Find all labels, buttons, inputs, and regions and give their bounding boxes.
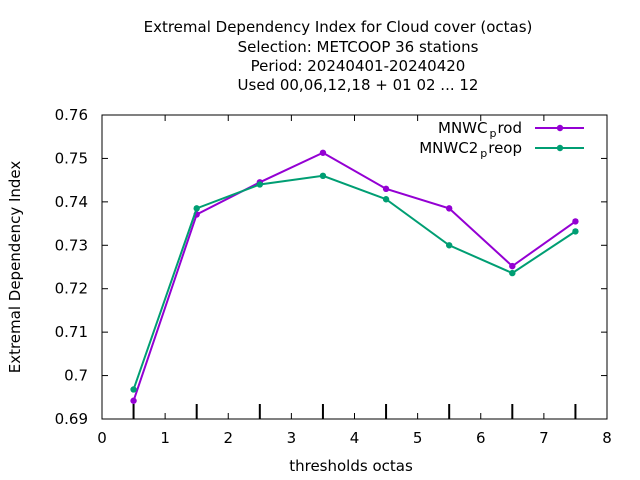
y-axis-label: Extremal Dependency Index bbox=[6, 161, 24, 374]
x-tick-label: 7 bbox=[539, 429, 549, 447]
legend-label-sub: p bbox=[480, 147, 487, 160]
legend-label-sub: p bbox=[489, 127, 496, 140]
x-tick-label: 0 bbox=[97, 429, 107, 447]
series-layer bbox=[130, 149, 579, 404]
data-point bbox=[509, 269, 516, 277]
data-point bbox=[382, 185, 390, 193]
y-tick-label: 0.73 bbox=[55, 236, 88, 254]
chart-title: Extremal Dependency Index for Cloud cove… bbox=[144, 18, 533, 94]
series-line-1 bbox=[132, 174, 576, 390]
data-point bbox=[445, 242, 453, 249]
data-point bbox=[130, 397, 137, 404]
title-line-4: Used 00,06,12,18 + 01 02 ... 12 bbox=[238, 76, 479, 94]
y-tick-label: 0.7 bbox=[64, 367, 88, 385]
y-tick-label: 0.71 bbox=[55, 323, 88, 341]
legend-label-tail: reop bbox=[488, 139, 522, 157]
data-point bbox=[319, 149, 327, 156]
y-axis: 0.69 0.7 0.71 0.72 0.73 0.74 0.75 0.76 bbox=[55, 106, 607, 428]
title-line-3: Period: 20240401-20240420 bbox=[251, 57, 466, 75]
title-line-1: Extremal Dependency Index for Cloud cove… bbox=[144, 18, 533, 36]
x-tick-label: 6 bbox=[476, 429, 486, 447]
legend-label-tail: rod bbox=[497, 119, 522, 137]
x-tick-label: 1 bbox=[160, 429, 170, 447]
legend-label-main: MNWC bbox=[438, 119, 487, 137]
y-tick-label: 0.75 bbox=[55, 149, 88, 167]
threshold-marks bbox=[132, 404, 577, 419]
legend-label-main: MNWC2 bbox=[419, 139, 478, 157]
data-point bbox=[572, 218, 579, 225]
data-point bbox=[256, 181, 264, 188]
data-point bbox=[572, 228, 579, 235]
data-point bbox=[193, 205, 200, 212]
x-axis-label: thresholds octas bbox=[289, 457, 413, 475]
y-tick-label: 0.76 bbox=[55, 106, 88, 124]
legend-marker-0 bbox=[556, 124, 564, 132]
x-tick-label: 3 bbox=[287, 429, 297, 447]
plot-frame bbox=[101, 114, 608, 420]
data-point bbox=[382, 196, 390, 203]
x-tick-label: 5 bbox=[413, 429, 423, 447]
y-tick-label: 0.69 bbox=[55, 410, 88, 428]
title-line-2: Selection: METCOOP 36 stations bbox=[238, 38, 479, 56]
x-tick-label: 4 bbox=[350, 429, 360, 447]
data-point bbox=[319, 172, 327, 179]
y-tick-label: 0.74 bbox=[55, 193, 88, 211]
data-point bbox=[445, 205, 453, 212]
legend-marker-1 bbox=[556, 144, 564, 152]
y-tick-label: 0.72 bbox=[55, 280, 88, 298]
x-axis: 0 1 2 3 4 5 6 7 8 bbox=[97, 115, 612, 447]
data-point bbox=[509, 262, 516, 270]
data-point bbox=[130, 386, 137, 393]
x-tick-label: 8 bbox=[602, 429, 612, 447]
x-tick-label: 2 bbox=[223, 429, 233, 447]
series-line-0 bbox=[132, 151, 577, 402]
